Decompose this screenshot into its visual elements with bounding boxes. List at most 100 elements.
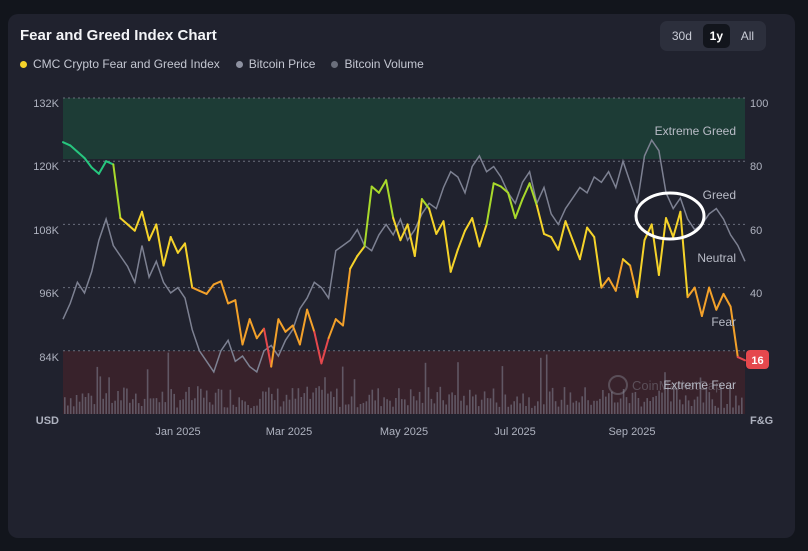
volume-bar <box>566 404 569 414</box>
volume-bar <box>170 389 172 414</box>
fear-greed-segment <box>428 207 438 235</box>
annotation-circle <box>634 191 706 241</box>
volume-bar <box>232 404 235 414</box>
fear-greed-segment <box>514 198 524 220</box>
fear-greed-segment <box>600 277 610 289</box>
volume-bar <box>679 399 681 414</box>
volume-bar <box>229 389 232 414</box>
chart-legend: CMC Crypto Fear and Greed Index Bitcoin … <box>20 57 424 71</box>
volume-bar <box>67 405 69 414</box>
volume-bar <box>327 393 329 414</box>
volume-bar <box>661 392 663 414</box>
volume-bar <box>489 398 492 414</box>
fear-greed-segment <box>413 198 423 257</box>
volume-bar <box>395 398 397 414</box>
volume-bar <box>637 398 640 414</box>
fear-greed-segment <box>629 264 639 299</box>
volume-bar <box>276 388 279 414</box>
fear-greed-segment <box>133 210 143 232</box>
fear-greed-segment <box>62 141 72 147</box>
volume-bar <box>424 362 427 414</box>
volume-bar <box>599 398 601 414</box>
x-tick-jul-2025: Jul 2025 <box>494 426 536 438</box>
fear-greed-segment <box>435 220 445 235</box>
legend-item-bitcoin-price[interactable]: Bitcoin Price <box>235 57 315 71</box>
volume-bar <box>670 401 672 414</box>
volume-bar <box>173 393 175 414</box>
volume-bar <box>203 397 205 414</box>
fear-greed-segment <box>578 226 589 261</box>
volume-bar <box>469 389 471 414</box>
volume-bar <box>392 406 394 414</box>
volume-bar <box>306 386 308 414</box>
volume-bar <box>421 402 424 414</box>
volume-bar <box>404 399 406 414</box>
volume-bar <box>102 398 104 414</box>
volume-bar <box>185 391 187 414</box>
volume-bar <box>407 405 409 414</box>
fear-greed-segment <box>270 318 280 368</box>
volume-bar <box>442 400 444 414</box>
legend-item-bitcoin-volume[interactable]: Bitcoin Volume <box>331 57 424 71</box>
range-1y-button[interactable]: 1y <box>702 24 731 48</box>
fear-greed-segment <box>722 292 732 308</box>
fear-greed-segment <box>255 327 265 340</box>
fear-greed-segment <box>313 330 323 365</box>
volume-bar <box>543 404 545 414</box>
volume-bar <box>495 402 498 414</box>
fear-greed-segment <box>464 217 474 232</box>
fear-greed-segment <box>622 258 632 267</box>
volume-bar <box>684 395 687 414</box>
volume-bar <box>696 396 699 414</box>
fear-greed-segment <box>212 280 222 286</box>
volume-bar <box>690 406 693 414</box>
range-all-button[interactable]: All <box>740 29 755 43</box>
volume-bar <box>643 401 646 414</box>
legend-item-fear-greed[interactable]: CMC Crypto Fear and Greed Index <box>20 57 220 71</box>
fear-greed-segment <box>399 223 409 242</box>
volume-bar <box>522 393 524 414</box>
volume-bar <box>480 399 483 414</box>
volume-bar <box>72 406 75 414</box>
volume-bar <box>445 404 447 414</box>
volume-bar <box>673 388 675 414</box>
volume-bar <box>114 400 116 414</box>
volume-bar <box>655 395 657 414</box>
volume-bar <box>723 407 725 414</box>
fear-greed-segment <box>543 232 553 238</box>
volume-bar <box>288 399 291 414</box>
volume-bar <box>368 394 371 414</box>
volume-bar <box>486 398 489 414</box>
volume-bar <box>705 387 708 414</box>
volume-bar <box>350 396 353 414</box>
volume-bar <box>738 405 740 414</box>
volume-bar <box>658 390 660 414</box>
volume-bar <box>291 388 294 414</box>
volume-bar <box>312 392 314 414</box>
volume-bar <box>205 390 208 414</box>
volume-bar <box>253 406 255 414</box>
volume-bar <box>460 400 462 414</box>
range-30d-button[interactable]: 30d <box>671 29 692 43</box>
fear-greed-segment <box>76 150 86 159</box>
volume-bar <box>525 406 527 414</box>
volume-bar <box>347 404 350 414</box>
volume-bars <box>64 352 743 414</box>
fear-greed-segment <box>571 239 581 261</box>
volume-bar <box>81 393 84 414</box>
volume-bar <box>702 402 705 414</box>
volume-bar <box>412 396 415 414</box>
fear-greed-segment <box>679 210 689 299</box>
volume-bar <box>129 402 131 414</box>
fear-greed-segment <box>736 356 746 362</box>
volume-bar <box>117 391 119 414</box>
fear-greed-segment <box>363 185 373 248</box>
volume-bar <box>436 392 439 414</box>
x-tick-jan-2025: Jan 2025 <box>155 426 200 438</box>
volume-bar <box>584 387 586 414</box>
volume-bar <box>164 402 167 414</box>
left-tick-132k: 132K <box>33 98 59 110</box>
fear-greed-segment <box>356 245 366 257</box>
right-tick-60: 60 <box>750 225 762 237</box>
